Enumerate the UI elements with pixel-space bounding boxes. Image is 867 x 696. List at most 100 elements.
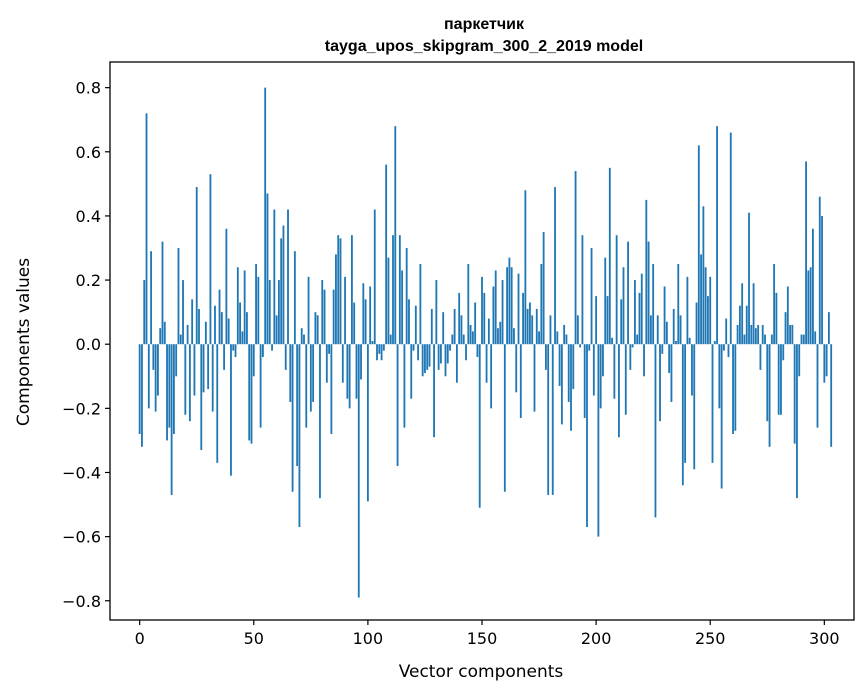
bar <box>720 344 723 489</box>
bar <box>809 267 812 345</box>
bar <box>540 264 543 345</box>
bar <box>476 344 479 358</box>
bar <box>679 315 682 345</box>
bar <box>319 344 321 499</box>
bar <box>398 235 401 345</box>
bar <box>246 312 248 345</box>
bar <box>508 257 511 345</box>
bar <box>487 318 490 345</box>
bar <box>369 286 372 345</box>
bar <box>773 264 776 345</box>
bar <box>793 344 796 444</box>
bar <box>531 315 534 345</box>
bar <box>455 344 458 383</box>
bar <box>583 344 586 418</box>
bar <box>519 344 522 418</box>
bar <box>387 257 390 345</box>
bar <box>159 328 162 345</box>
bar <box>337 235 340 345</box>
bar <box>736 324 739 345</box>
bar <box>812 228 814 345</box>
bar <box>624 344 627 415</box>
bar <box>638 292 641 345</box>
bar <box>711 344 714 463</box>
bar <box>465 344 467 361</box>
y-tick-label: −0.4 <box>62 463 101 482</box>
bar <box>503 344 506 492</box>
y-tick-label: 0.4 <box>76 207 101 226</box>
bar <box>677 264 680 345</box>
bar <box>230 344 232 476</box>
bar <box>723 344 725 351</box>
bar <box>718 344 721 409</box>
bar <box>460 315 463 345</box>
bar <box>490 344 493 409</box>
bar <box>371 341 374 345</box>
bar <box>800 334 803 345</box>
bar <box>547 344 550 495</box>
bar <box>344 276 346 345</box>
x-axis-label: Vector components <box>399 662 564 682</box>
bar <box>291 344 294 492</box>
bar <box>138 344 141 434</box>
bar <box>533 344 536 412</box>
bar <box>225 228 228 345</box>
bar <box>665 321 668 345</box>
bar <box>807 270 810 345</box>
bar <box>392 235 394 345</box>
bar <box>426 344 429 370</box>
bar <box>494 270 497 345</box>
bar <box>232 344 235 351</box>
bar <box>613 344 616 399</box>
bar <box>348 344 351 409</box>
bar <box>216 344 219 463</box>
bar <box>264 87 267 345</box>
bar <box>707 296 709 345</box>
bar <box>396 344 399 467</box>
bar <box>656 315 659 345</box>
bar <box>335 254 337 345</box>
bar <box>615 235 618 345</box>
x-tick-label: 150 <box>467 629 498 648</box>
bar <box>250 344 253 444</box>
bar <box>522 292 524 345</box>
bar <box>567 344 570 402</box>
bar <box>513 328 515 345</box>
bar <box>777 344 780 415</box>
bar <box>538 331 540 345</box>
bar <box>385 164 388 345</box>
bar <box>544 344 547 370</box>
bar <box>296 344 299 467</box>
bar <box>766 344 769 422</box>
bar <box>282 225 285 345</box>
bar <box>759 344 762 370</box>
bar <box>401 270 404 345</box>
bar <box>403 344 406 428</box>
bar <box>501 280 504 345</box>
bar <box>686 276 689 345</box>
bar <box>647 241 650 345</box>
bar <box>581 235 584 345</box>
bar <box>382 344 385 351</box>
bar <box>602 344 604 377</box>
bar <box>357 344 360 598</box>
bar <box>166 344 168 441</box>
bar <box>433 344 435 438</box>
bar <box>576 315 579 345</box>
bar <box>560 344 563 425</box>
bar <box>725 318 728 345</box>
bar <box>275 315 278 345</box>
bar <box>141 344 143 447</box>
bar <box>376 344 378 361</box>
bar <box>704 267 707 345</box>
bar <box>157 344 159 396</box>
bar <box>798 344 801 377</box>
bar <box>506 267 509 345</box>
bar <box>175 344 178 377</box>
bar <box>252 344 255 377</box>
y-tick-label: 0.8 <box>76 79 101 98</box>
bar <box>152 344 155 370</box>
bar <box>421 344 424 377</box>
bar <box>485 344 488 383</box>
